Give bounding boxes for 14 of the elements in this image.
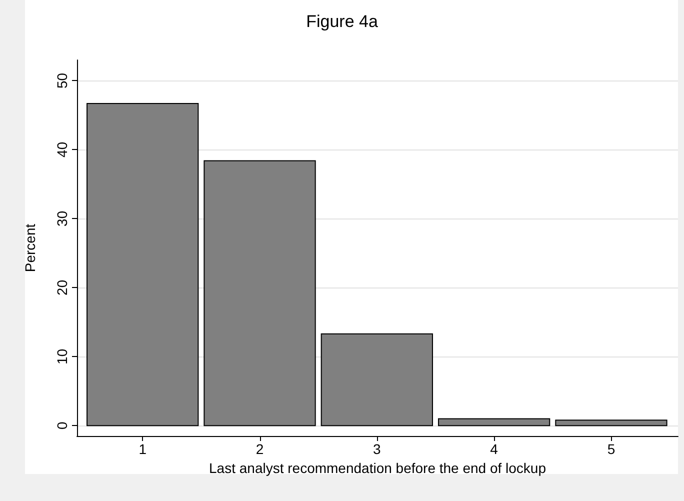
x-tick-label: 5	[607, 441, 616, 457]
y-tick-label: 50	[54, 72, 70, 88]
y-tick-label: 0	[54, 422, 70, 430]
y-axis-title: Percent	[22, 224, 38, 272]
x-tick-label: 1	[138, 441, 147, 457]
x-axis-title: Last analyst recommendation before the end of lockup	[209, 460, 546, 476]
y-tick-label: 20	[54, 280, 70, 296]
x-tick-label: 4	[490, 441, 498, 457]
chart-title: Figure 4a	[306, 12, 378, 31]
x-tick-label: 2	[256, 441, 264, 457]
y-tick-label: 30	[54, 210, 70, 226]
x-tick-label: 3	[373, 441, 382, 457]
y-tick-label: 40	[54, 142, 70, 158]
y-tick-label: 10	[54, 348, 70, 364]
